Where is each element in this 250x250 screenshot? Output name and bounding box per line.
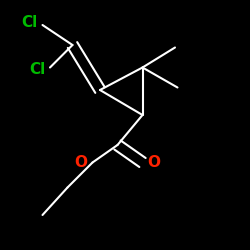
Text: Cl: Cl [21,15,38,30]
Text: O: O [74,155,88,170]
Text: O: O [148,155,160,170]
Text: Cl: Cl [29,62,45,78]
